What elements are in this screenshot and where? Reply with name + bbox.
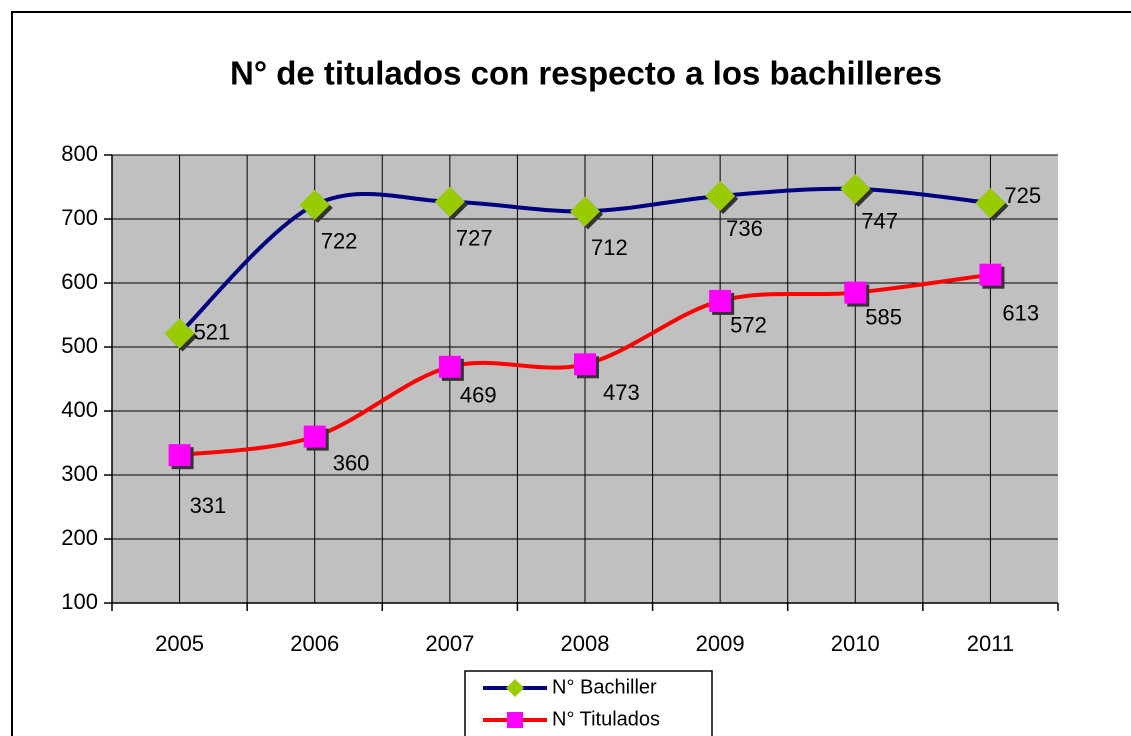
data-label: 572 (730, 313, 767, 338)
y-tick-label: 100 (61, 589, 98, 614)
marker (434, 186, 465, 217)
x-tick-label: 2006 (290, 631, 339, 656)
marker (840, 173, 871, 204)
y-tick-label: 300 (61, 461, 98, 486)
y-tick-label: 200 (61, 525, 98, 550)
y-tick-label: 800 (61, 141, 98, 166)
x-tick-label: 2005 (155, 631, 204, 656)
x-tick-label: 2007 (425, 631, 474, 656)
x-tick-label: 2008 (561, 631, 610, 656)
y-tick-label: 400 (61, 397, 98, 422)
x-tick-label: 2011 (967, 631, 1014, 656)
marker (979, 263, 1002, 286)
y-tick-label: 700 (61, 205, 98, 230)
marker (705, 180, 736, 211)
marker (168, 444, 191, 467)
marker (570, 196, 600, 227)
chart-title: N° de titulados con respecto a los bachi… (230, 55, 942, 92)
data-label: 725 (1004, 183, 1041, 208)
data-label: 747 (861, 209, 898, 234)
marker (299, 189, 330, 220)
y-tick-label: 500 (61, 333, 98, 358)
marker (975, 188, 1006, 218)
marker (574, 353, 596, 376)
marker (844, 281, 867, 304)
data-label: 727 (456, 226, 493, 251)
data-label: 736 (726, 216, 763, 241)
marker (709, 289, 732, 312)
data-label: 360 (333, 450, 370, 475)
legend-marker (507, 712, 523, 728)
data-label: 469 (460, 383, 497, 408)
marker (303, 425, 326, 448)
data-label: 521 (194, 319, 231, 344)
legend-marker (506, 679, 524, 697)
data-label: 712 (591, 235, 628, 260)
x-tick-label: 2009 (696, 631, 745, 656)
data-label: 473 (603, 380, 640, 405)
y-tick-label: 600 (61, 269, 98, 294)
data-label: 585 (865, 304, 902, 329)
data-label: 722 (321, 229, 358, 254)
x-tick-label: 2010 (831, 631, 880, 656)
legend-label: N° Bachiller (552, 676, 657, 698)
legend-label: N° Titulados (552, 708, 660, 730)
marker (438, 355, 461, 378)
legend: N° Bachiller N° Titulados (464, 670, 713, 736)
legend-box (464, 670, 713, 736)
marker (164, 318, 195, 349)
data-label: 613 (1002, 300, 1039, 325)
data-label: 331 (190, 493, 227, 518)
